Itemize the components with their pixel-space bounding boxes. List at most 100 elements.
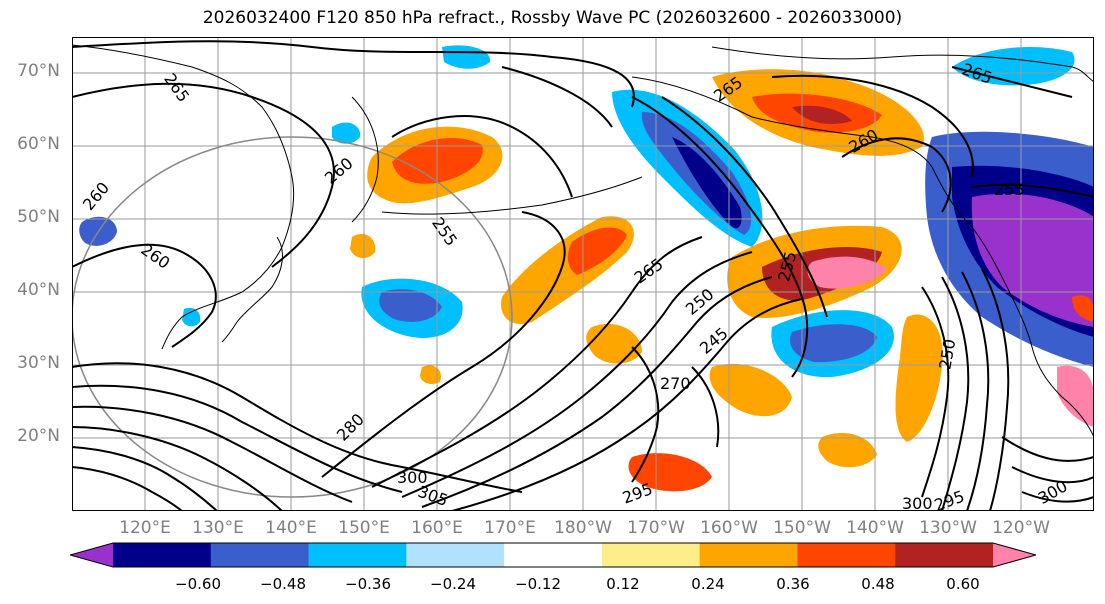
lon-label-120e: 120°E (119, 518, 171, 538)
contour-line (321, 211, 566, 478)
map-panel: 265 260 260 260 255 265 250 245 255 260 … (72, 37, 1094, 511)
lat-label-30n: 30°N (17, 353, 60, 373)
colorbar-segment (210, 543, 310, 567)
colorbar-tick: −0.60 (175, 575, 221, 593)
colorbar-extend-low (70, 543, 113, 567)
lon-label-140e: 140°E (265, 518, 317, 538)
contour-label: 300 (397, 468, 428, 487)
lat-label-70n: 70°N (17, 61, 60, 81)
contour-line (72, 384, 403, 493)
contour-line (501, 66, 613, 128)
lon-label-130e: 130°E (192, 518, 244, 538)
contour-line (72, 243, 217, 348)
lat-label-50n: 50°N (17, 207, 60, 227)
fill-east-pink (1057, 365, 1094, 427)
coastline-na-west (971, 226, 1094, 438)
colorbar-segment (406, 543, 505, 567)
lon-label-140w: 140°W (846, 518, 904, 538)
coastline-aleutians (381, 176, 643, 215)
contour-line (401, 251, 753, 498)
fill-gulf-blue-dark (672, 137, 742, 229)
contour-line (421, 276, 773, 508)
contour-line (72, 446, 218, 511)
region-ellipse (72, 136, 513, 498)
map-title: 2026032400 F120 850 hPa refract., Rossby… (202, 8, 903, 28)
coastlines (72, 44, 1094, 438)
colorbar-tick: −0.36 (345, 575, 391, 593)
fill-korea-blue (182, 307, 201, 327)
contours (72, 40, 1094, 511)
colorbar-extend-high (993, 543, 1036, 567)
contour-label: 270 (660, 374, 691, 393)
lat-label-40n: 40°N (17, 280, 60, 300)
contour-line (631, 96, 809, 378)
contour-line (771, 74, 974, 178)
colorbar-outline (70, 542, 1036, 568)
lon-label-160e: 160°E (411, 518, 463, 538)
anomaly-fills (79, 45, 1094, 492)
lon-label-120w: 120°W (992, 518, 1050, 538)
contour-line (72, 426, 283, 511)
contour-line (631, 346, 660, 483)
contour-line (1001, 436, 1094, 462)
colorbar-segment (895, 543, 994, 567)
fill-subtrop-orange (709, 363, 792, 417)
contour-line (72, 40, 635, 108)
colorbar-segments (70, 543, 1036, 567)
contour-line (921, 286, 950, 498)
colorbar-segment (797, 543, 896, 567)
contour-label: 255 (994, 180, 1025, 199)
colorbar-tick: −0.12 (515, 575, 561, 593)
lon-label-170e: 170°E (484, 518, 536, 538)
contour-line (1021, 491, 1094, 503)
colorbar-tick: −0.48 (260, 575, 306, 593)
contour-line (941, 276, 970, 511)
fill-small-orange-2 (420, 365, 441, 385)
lon-label-150e: 150°E (338, 518, 390, 538)
contour-line (391, 115, 573, 198)
lon-label-150w: 150°W (773, 518, 831, 538)
coastline-asia (72, 44, 295, 350)
fill-small-blue-1 (332, 122, 361, 144)
fill-coast-orange (895, 314, 943, 442)
fill-alaska-darkred (792, 105, 852, 125)
colorbar-tick: −0.24 (430, 575, 476, 593)
lat-label-20n: 20°N (17, 426, 60, 446)
colorbar-segment (699, 543, 798, 567)
lon-label-160w: 160°W (700, 518, 758, 538)
coastline-alaska (631, 76, 973, 228)
colorbar-segment (601, 543, 701, 567)
colorbar-tick: 0.36 (776, 575, 810, 593)
contour-line (981, 268, 1010, 511)
fill-hawaii-orange (628, 453, 712, 492)
colorbar-tick: 0.60 (946, 575, 980, 593)
contour-line (961, 271, 990, 511)
fill-east-red (1072, 295, 1094, 322)
contour-line (1011, 466, 1094, 484)
coastline-japan (221, 236, 283, 343)
fill-central-pink (807, 256, 887, 289)
contour-line (691, 366, 720, 448)
lon-label-170w: 170°W (627, 518, 685, 538)
colorbar-tick: 0.12 (606, 575, 640, 593)
fill-japan-blue-mid (379, 289, 442, 322)
contour-line (72, 82, 335, 268)
fill-pacific-blue-mid (790, 324, 877, 363)
lon-label-180w: 180°W (554, 518, 612, 538)
contour-line (72, 405, 353, 503)
contour-line (661, 96, 828, 318)
contour-label: 300 (902, 494, 933, 511)
coastline-arctic (711, 46, 1094, 83)
colorbar-segment (308, 543, 407, 567)
contour-line (451, 298, 803, 511)
colorbar-segment (113, 543, 212, 567)
contour-line (72, 466, 183, 511)
contour-line (841, 137, 952, 213)
fill-small-orange-1 (350, 233, 376, 259)
fill-na-purple (971, 193, 1094, 327)
contour-line (371, 236, 703, 488)
colorbar-tick: 0.48 (861, 575, 895, 593)
contour-line (72, 362, 523, 493)
colorbar-segment (504, 543, 603, 567)
coastline-kamchatka (351, 96, 379, 223)
